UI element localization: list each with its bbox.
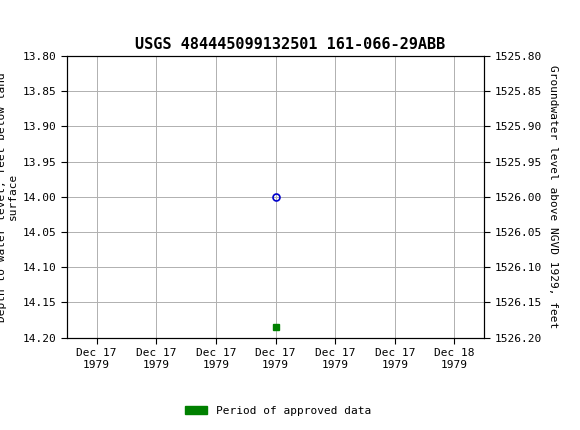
Y-axis label: Groundwater level above NGVD 1929, feet: Groundwater level above NGVD 1929, feet	[548, 65, 557, 329]
Y-axis label: Depth to water level, feet below land
surface: Depth to water level, feet below land su…	[0, 72, 19, 322]
Text: USGS 484445099132501 161-066-29ABB: USGS 484445099132501 161-066-29ABB	[135, 37, 445, 52]
Text: ▓USGS: ▓USGS	[9, 10, 63, 31]
Legend: Period of approved data: Period of approved data	[181, 401, 376, 420]
